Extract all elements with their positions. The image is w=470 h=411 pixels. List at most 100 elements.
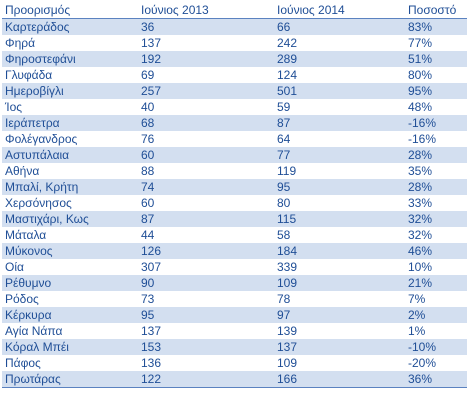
table-row: Γλυφάδα 69 124 80% xyxy=(2,67,467,83)
cell-june-2014: 78 xyxy=(274,291,405,307)
table-row: Ίος 40 59 48% xyxy=(2,99,467,115)
cell-june-2014: 97 xyxy=(274,307,405,323)
cell-percentage: 32% xyxy=(405,211,467,227)
cell-destination: Ιεράπετρα xyxy=(2,115,138,131)
cell-destination: Μάταλα xyxy=(2,227,138,243)
cell-percentage: 33% xyxy=(405,195,467,211)
cell-june-2013: 95 xyxy=(138,307,274,323)
cell-june-2014: 119 xyxy=(274,163,405,179)
cell-june-2013: 76 xyxy=(138,131,274,147)
table-row: Κέρκυρα 95 97 2% xyxy=(2,307,467,323)
table-header: Προορισμός Ιούνιος 2013 Ιούνιος 2014 Ποσ… xyxy=(2,1,467,19)
cell-june-2013: 44 xyxy=(138,227,274,243)
cell-destination: Ίος xyxy=(2,99,138,115)
cell-destination: Πρωτάρας xyxy=(2,371,138,388)
cell-destination: Αστυπάλαια xyxy=(2,147,138,163)
table-row: Καρτεράδος 36 66 83% xyxy=(2,18,467,35)
cell-percentage: 77% xyxy=(405,35,467,51)
cell-june-2013: 88 xyxy=(138,163,274,179)
cell-june-2014: 289 xyxy=(274,51,405,67)
table-row: Αγία Νάπα 137 139 1% xyxy=(2,323,467,339)
cell-june-2014: 115 xyxy=(274,211,405,227)
cell-destination: Οία xyxy=(2,259,138,275)
cell-june-2013: 137 xyxy=(138,323,274,339)
cell-june-2014: 184 xyxy=(274,243,405,259)
cell-june-2013: 87 xyxy=(138,211,274,227)
cell-percentage: 10% xyxy=(405,259,467,275)
cell-june-2014: 109 xyxy=(274,355,405,371)
cell-percentage: 80% xyxy=(405,67,467,83)
cell-june-2014: 59 xyxy=(274,99,405,115)
cell-destination: Γλυφάδα xyxy=(2,67,138,83)
cell-destination: Φηροστεφάνι xyxy=(2,51,138,67)
table-row: Χερσόνησος 60 80 33% xyxy=(2,195,467,211)
cell-destination: Μπαλί, Κρήτη xyxy=(2,179,138,195)
cell-destination: Αγία Νάπα xyxy=(2,323,138,339)
cell-june-2013: 68 xyxy=(138,115,274,131)
cell-june-2014: 124 xyxy=(274,67,405,83)
cell-percentage: 32% xyxy=(405,227,467,243)
table-row: Ρέθυμνο 90 109 21% xyxy=(2,275,467,291)
cell-june-2013: 307 xyxy=(138,259,274,275)
cell-percentage: 28% xyxy=(405,179,467,195)
cell-percentage: 95% xyxy=(405,83,467,99)
header-destination: Προορισμός xyxy=(2,1,138,19)
table-row: Φηρά 137 242 77% xyxy=(2,35,467,51)
cell-june-2013: 69 xyxy=(138,67,274,83)
cell-june-2013: 60 xyxy=(138,195,274,211)
cell-june-2014: 87 xyxy=(274,115,405,131)
table-body: Καρτεράδος 36 66 83% Φηρά 137 242 77% Φηροστεφάν… xyxy=(2,18,467,388)
table-row: Κόραλ Μπέι 153 137 -10% xyxy=(2,339,467,355)
cell-percentage: 28% xyxy=(405,147,467,163)
cell-june-2014: 339 xyxy=(274,259,405,275)
cell-june-2014: 80 xyxy=(274,195,405,211)
cell-june-2014: 95 xyxy=(274,179,405,195)
cell-june-2013: 153 xyxy=(138,339,274,355)
cell-june-2014: 137 xyxy=(274,339,405,355)
cell-june-2014: 139 xyxy=(274,323,405,339)
cell-destination: Μαστιχάρι, Κως xyxy=(2,211,138,227)
cell-percentage: 36% xyxy=(405,371,467,388)
cell-percentage: -16% xyxy=(405,115,467,131)
header-june-2013: Ιούνιος 2013 xyxy=(138,1,274,19)
table-container: Προορισμός Ιούνιος 2013 Ιούνιος 2014 Ποσ… xyxy=(2,1,467,388)
table-row: Αστυπάλαια 60 77 28% xyxy=(2,147,467,163)
cell-destination: Φηρά xyxy=(2,35,138,51)
table-row: Φηροστεφάνι 192 289 51% xyxy=(2,51,467,67)
table-row: Οία 307 339 10% xyxy=(2,259,467,275)
cell-percentage: 1% xyxy=(405,323,467,339)
header-percentage: Ποσοστό xyxy=(405,1,467,19)
cell-june-2013: 136 xyxy=(138,355,274,371)
cell-percentage: 83% xyxy=(405,18,467,35)
cell-june-2013: 257 xyxy=(138,83,274,99)
cell-june-2014: 66 xyxy=(274,18,405,35)
table-row: Φολέγανδρος 76 64 -16% xyxy=(2,131,467,147)
cell-june-2013: 122 xyxy=(138,371,274,388)
cell-destination: Χερσόνησος xyxy=(2,195,138,211)
cell-percentage: 48% xyxy=(405,99,467,115)
cell-june-2013: 73 xyxy=(138,291,274,307)
cell-destination: Ρέθυμνο xyxy=(2,275,138,291)
table-row: Μύκονος 126 184 46% xyxy=(2,243,467,259)
cell-percentage: 46% xyxy=(405,243,467,259)
cell-percentage: -10% xyxy=(405,339,467,355)
header-row: Προορισμός Ιούνιος 2013 Ιούνιος 2014 Ποσ… xyxy=(2,1,467,19)
cell-june-2014: 109 xyxy=(274,275,405,291)
cell-destination: Αθήνα xyxy=(2,163,138,179)
cell-june-2014: 64 xyxy=(274,131,405,147)
table-row: Ιεράπετρα 68 87 -16% xyxy=(2,115,467,131)
cell-june-2013: 137 xyxy=(138,35,274,51)
table-row: Ημεροβίγλι 257 501 95% xyxy=(2,83,467,99)
cell-percentage: 7% xyxy=(405,291,467,307)
cell-destination: Κόραλ Μπέι xyxy=(2,339,138,355)
table-row: Μάταλα 44 58 32% xyxy=(2,227,467,243)
cell-june-2013: 40 xyxy=(138,99,274,115)
cell-june-2013: 74 xyxy=(138,179,274,195)
header-june-2014: Ιούνιος 2014 xyxy=(274,1,405,19)
table-row: Πρωτάρας 122 166 36% xyxy=(2,371,467,388)
cell-destination: Καρτεράδος xyxy=(2,18,138,35)
cell-percentage: -20% xyxy=(405,355,467,371)
table-row: Μαστιχάρι, Κως 87 115 32% xyxy=(2,211,467,227)
table-row: Μπαλί, Κρήτη 74 95 28% xyxy=(2,179,467,195)
cell-percentage: -16% xyxy=(405,131,467,147)
